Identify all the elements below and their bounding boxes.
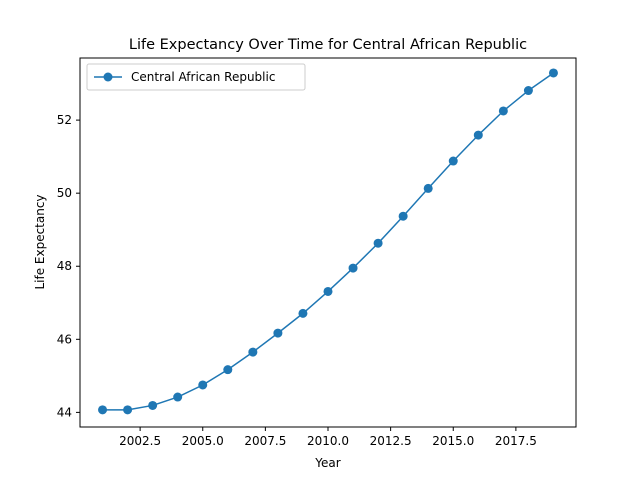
data-point xyxy=(123,405,133,415)
legend: Central African Republic xyxy=(86,63,306,91)
data-point xyxy=(348,263,358,273)
y-tick-label: 48 xyxy=(57,259,72,273)
data-point xyxy=(273,328,283,338)
data-point xyxy=(448,156,458,166)
legend-box xyxy=(86,63,306,91)
x-tick-label: 2007.5 xyxy=(244,434,286,448)
legend-label: Central African Republic xyxy=(131,70,275,84)
y-tick-label: 52 xyxy=(57,113,72,127)
x-tick-label: 2002.5 xyxy=(119,434,161,448)
data-point xyxy=(198,380,208,390)
x-tick-label: 2010.0 xyxy=(307,434,349,448)
series-layer xyxy=(98,68,558,415)
legend-marker-swatch xyxy=(103,72,113,82)
data-point xyxy=(223,365,233,375)
plot-frame xyxy=(79,57,577,428)
data-point xyxy=(298,308,308,318)
data-point xyxy=(248,347,258,357)
chart-title: Life Expectancy Over Time for Central Af… xyxy=(129,37,527,53)
data-point xyxy=(548,68,558,78)
y-tick-label: 46 xyxy=(57,332,72,346)
data-point xyxy=(423,183,433,193)
plot-area xyxy=(80,58,576,427)
data-point xyxy=(173,392,183,402)
y-axis-label: Life Expectancy xyxy=(33,194,47,289)
y-axis-ticks: 44 46 48 50 52 xyxy=(57,113,80,419)
data-point xyxy=(148,400,158,410)
x-tick-label: 2015.0 xyxy=(432,434,474,448)
data-point xyxy=(98,405,108,415)
data-point xyxy=(373,238,383,248)
data-point xyxy=(398,211,408,221)
data-point xyxy=(323,286,333,296)
x-axis-label: Year xyxy=(314,456,340,470)
y-tick-label: 50 xyxy=(57,186,72,200)
x-axis-ticks: 2002.5 2005.0 2007.5 2010.0 2012.5 2015.0 2017… xyxy=(119,427,537,448)
y-tick-label: 44 xyxy=(57,405,72,419)
data-point xyxy=(523,86,533,96)
x-tick-label: 2005.0 xyxy=(182,434,224,448)
x-tick-label: 2012.5 xyxy=(370,434,412,448)
data-point xyxy=(498,106,508,116)
data-point xyxy=(473,130,483,140)
x-tick-label: 2017.5 xyxy=(495,434,537,448)
